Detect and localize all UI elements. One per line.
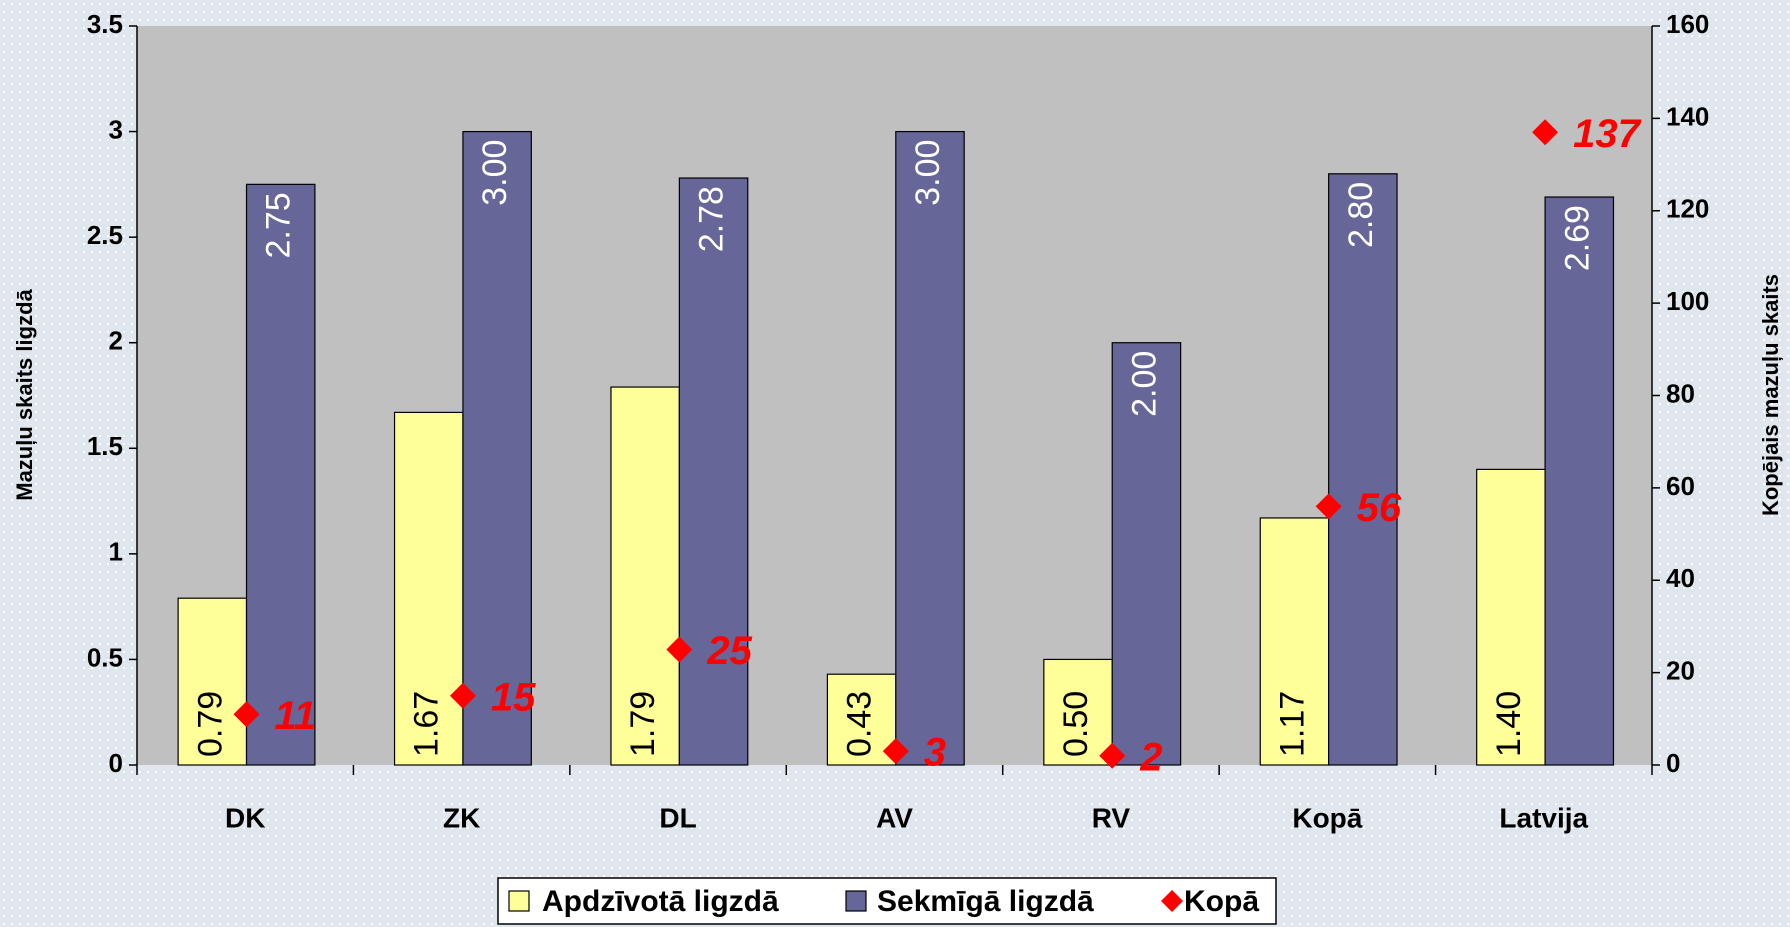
bar <box>895 130 965 766</box>
bar <box>245 183 316 766</box>
value-label: 0.43 <box>841 691 879 757</box>
value-label: 2.75 <box>260 192 298 258</box>
x-tick-label: Latvija <box>1499 802 1588 833</box>
legend-label: Sekmīgā ligzdā <box>877 885 1094 918</box>
y2-tick-label: 80 <box>1666 378 1695 408</box>
value-label: 56 <box>1357 486 1402 530</box>
legend-marker <box>845 890 867 912</box>
y2-tick-label: 40 <box>1666 563 1695 593</box>
y-tick-label: 2.5 <box>87 220 123 250</box>
x-tick-label: DK <box>225 802 265 833</box>
value-label: 1.79 <box>624 691 662 757</box>
value-label: 2.00 <box>1125 351 1163 417</box>
value-label: 3 <box>924 731 946 775</box>
bar <box>1476 468 1546 766</box>
y-tick-label: 3.5 <box>87 9 123 39</box>
bar <box>462 130 532 766</box>
y2-tick-label: 60 <box>1666 471 1695 501</box>
legend-label: Apdzīvotā ligzdā <box>542 885 779 918</box>
value-label: 2.78 <box>693 186 731 252</box>
legend-marker <box>508 890 530 912</box>
y-tick-label: 0 <box>109 748 123 778</box>
x-tick-label: Kopā <box>1292 802 1362 833</box>
legend-label: Kopā <box>1184 885 1259 918</box>
value-label: 11 <box>275 694 317 738</box>
y-tick-label: 1 <box>109 537 123 567</box>
bar <box>1043 658 1113 766</box>
plot-area <box>137 26 1652 765</box>
marker <box>1315 493 1342 520</box>
bar <box>1111 342 1182 766</box>
value-label: 2.69 <box>1558 205 1596 271</box>
y-tick-label: 3 <box>109 114 123 144</box>
bar <box>1328 173 1398 766</box>
y-tick-label: 0.5 <box>87 642 123 672</box>
marker <box>1532 119 1559 146</box>
value-label: 15 <box>491 675 536 719</box>
y2-tick-label: 0 <box>1666 748 1680 778</box>
legend-box <box>497 877 1277 925</box>
bar <box>1544 196 1615 766</box>
y2-tick-label: 140 <box>1666 101 1709 131</box>
y2-tick-label: 120 <box>1666 194 1709 224</box>
value-label: 137 <box>1573 112 1641 156</box>
x-tick-label: RV <box>1092 802 1131 833</box>
y-tick-label: 2 <box>109 326 123 356</box>
value-label: 0.79 <box>191 691 229 757</box>
bar <box>393 411 464 766</box>
bar <box>610 386 680 766</box>
value-label: 2.80 <box>1342 182 1380 248</box>
value-label: 3.00 <box>476 140 514 206</box>
y2-tick-label: 100 <box>1666 286 1709 316</box>
legend-marker <box>1161 890 1183 912</box>
marker <box>882 738 909 765</box>
y2-tick-label: 160 <box>1666 9 1709 39</box>
value-label: 2 <box>1139 735 1162 779</box>
value-label: 0.50 <box>1057 691 1095 757</box>
x-tick-label: ZK <box>443 802 480 833</box>
value-label: 1.40 <box>1490 691 1528 757</box>
bar <box>678 177 749 766</box>
y-tick-label: 1.5 <box>87 431 123 461</box>
bar <box>1259 517 1330 766</box>
marker <box>1099 742 1126 769</box>
marker <box>449 682 476 709</box>
marker <box>666 636 693 663</box>
value-label: 25 <box>706 629 752 673</box>
x-tick-label: AV <box>876 802 913 833</box>
y2-axis-title: Kopējais mazuļu skaits <box>1758 274 1783 516</box>
x-tick-label: DL <box>659 802 696 833</box>
y2-tick-label: 20 <box>1666 656 1695 686</box>
value-label: 3.00 <box>909 140 947 206</box>
y-axis-title: Mazuļu skaits ligzdā <box>12 288 37 500</box>
value-label: 1.17 <box>1273 691 1311 757</box>
value-label: 1.67 <box>408 691 446 757</box>
marker <box>233 701 260 728</box>
